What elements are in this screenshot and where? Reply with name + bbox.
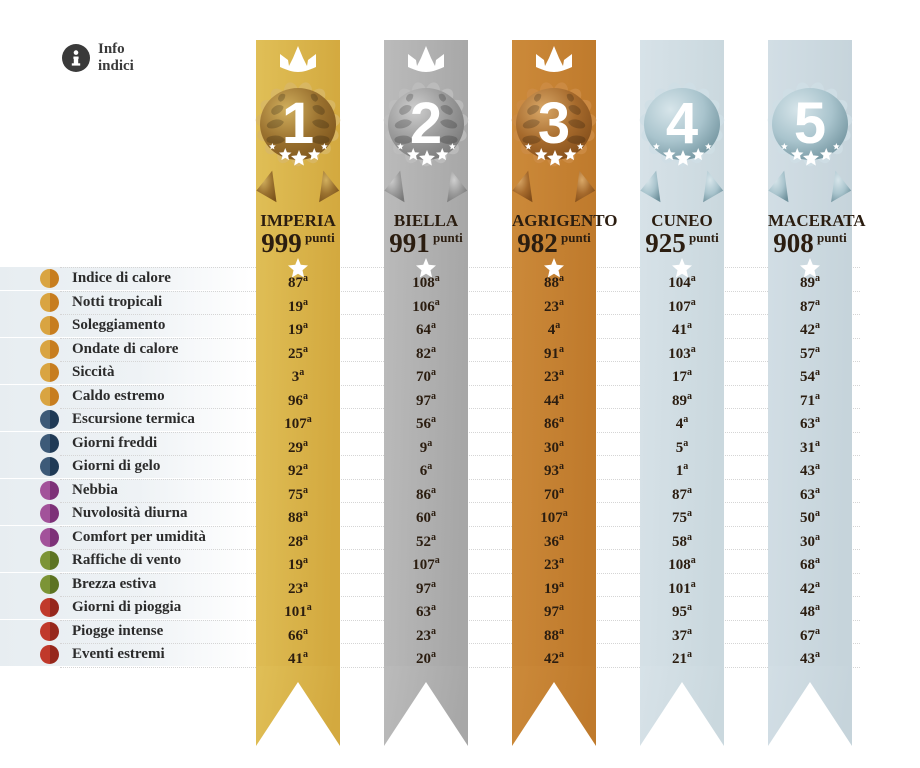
svg-text:2: 2 [410,91,442,156]
svg-text:4: 4 [666,91,698,156]
svg-text:3: 3 [538,91,570,156]
svg-text:1: 1 [282,91,314,156]
svg-text:5: 5 [794,91,826,156]
